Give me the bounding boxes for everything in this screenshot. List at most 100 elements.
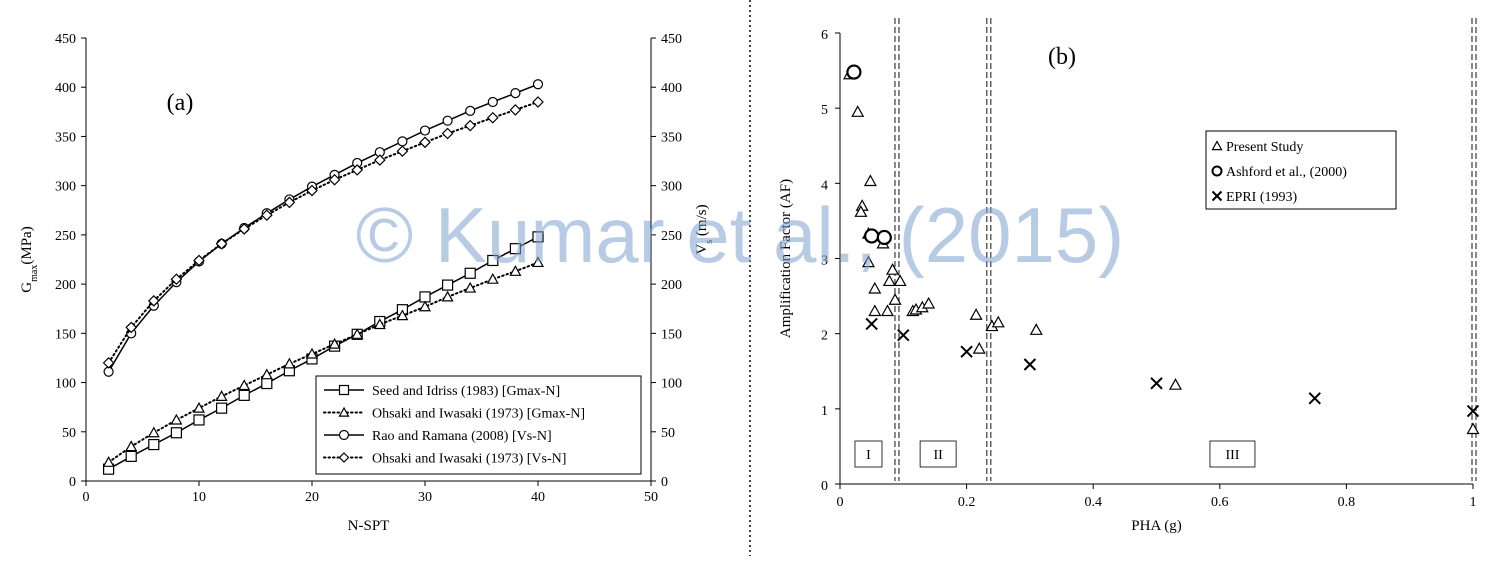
y-tick-label-right: 450 [661,32,682,47]
x-axis-label: PHA (g) [1131,518,1181,534]
x-tick-label: 10 [192,490,206,505]
x-tick-label: 0.6 [1211,495,1229,510]
data-point-series-2 [865,317,878,331]
y-axis-label-left-tail: (MPa) [19,226,35,264]
legend-marker [1211,165,1223,177]
y-tick-label: 4 [821,178,828,193]
data-point-series-3 [102,357,115,369]
y-axis-label-left: Gmax(MPa) [19,226,40,292]
data-point-series-1 [238,379,251,391]
data-point-series-3 [441,127,454,140]
data-point-series-2 [1023,358,1037,371]
y-tick-label-left: 100 [55,377,76,392]
data-point-series-0 [216,402,228,414]
legend-label: Ohsaki and Iwasaki (1973) [Gmax-N] [372,407,585,422]
data-point-series-1 [260,368,273,380]
data-point-series-3 [509,104,522,116]
x-tick-label: 40 [531,490,545,505]
x-axis-label: N-SPT [348,518,390,534]
data-point-series-1 [328,337,341,349]
zone-label: II [933,448,943,463]
data-point-series-0 [1029,323,1043,335]
y-tick-label-right: 350 [661,130,682,145]
data-point-series-3 [170,273,183,286]
data-point-series-3 [147,294,160,307]
data-point-series-1 [102,456,115,467]
legend-label: Seed and Idriss (1983) [Gmax-N] [372,384,560,399]
y-tick-label-left: 150 [55,327,76,342]
data-point-series-0 [868,304,882,317]
data-point-series-1 [441,290,454,302]
legend-marker [338,384,350,396]
data-point-series-1 [192,401,206,413]
y-tick-label: 2 [821,329,828,344]
y-tick-label-right: 150 [661,327,682,342]
x-tick-label: 0.4 [1084,495,1102,510]
data-point-series-0 [193,414,205,426]
data-point-series-1 [846,64,862,80]
data-point-series-0 [261,377,273,390]
data-point-series-2 [487,96,498,108]
data-point-series-1 [396,309,409,321]
data-point-series-0 [1168,378,1183,390]
legend-label: EPRI (1993) [1226,190,1298,205]
data-point-series-3 [328,173,341,186]
data-point-series-0 [854,205,868,217]
data-point-series-0 [868,281,882,294]
y-tick-label: 1 [821,404,828,419]
data-point-series-0 [972,341,986,354]
data-point-series-1 [418,300,432,312]
y-axis-label-left-sub: max [29,265,40,282]
data-point-series-2 [442,115,453,126]
y-tick-label-left: 300 [55,180,76,195]
data-point-series-2 [1150,377,1163,390]
y-tick-label: 5 [821,103,828,118]
panel-b: 0 1 2 3 4 5 6 0 0.2 0.4 0.6 0.8 1 PHA (g) Amplificatio… [778,18,1480,534]
data-point-series-1 [876,229,892,246]
y-tick-label: 6 [821,28,828,43]
data-point-series-3 [464,119,477,132]
data-point-series-1 [125,440,138,452]
x-tick-label: 0 [83,490,90,505]
data-point-series-2 [465,105,476,116]
data-point-series-1 [351,328,364,339]
panel-label-b: (b) [1048,44,1076,70]
legend-box [1205,130,1397,210]
legend-marker [1211,190,1223,202]
zone-label: III [1225,448,1239,463]
data-point-series-2 [419,125,431,136]
data-point-series-0 [1466,422,1480,435]
legend-label: Ashford et al., (2000) [1226,165,1347,180]
data-point-series-0 [893,274,907,287]
data-point-series-2 [1308,392,1321,405]
data-point-series-0 [125,450,137,462]
data-point-series-3 [193,254,205,267]
y-axis-label: Amplification Factor (AF) [778,179,794,338]
data-point-series-0 [861,255,876,268]
data-point-series-3 [396,145,409,158]
data-point-series-0 [148,438,160,451]
data-point-series-2 [397,136,408,147]
y-tick-label-right: 50 [661,426,675,441]
data-point-series-0 [487,254,499,267]
legend-marker [338,406,350,417]
y-tick-label-left: 400 [55,81,76,96]
y-tick-label-right: 300 [661,180,682,195]
x-tick-label: 1 [1470,495,1477,510]
data-point-series-3 [373,154,386,166]
x-tick-label: 0 [837,495,844,510]
y-tick-label-left: 200 [55,278,76,293]
data-point-series-3 [351,164,364,176]
data-point-series-0 [863,174,877,187]
legend-label: Ohsaki and Iwasaki (1973) [Vs-N] [372,452,566,467]
y-tick-label-right: 100 [661,377,682,392]
data-point-series-2 [1466,404,1480,418]
data-point-series-0 [238,389,250,401]
zone-label-box [919,440,957,468]
data-point-series-1 [373,318,386,330]
data-point-series-2 [510,88,521,99]
data-point-series-3 [532,96,544,108]
x-tick-label: 20 [305,490,319,505]
y-axis-label-right: Vs (m/s) [694,204,715,254]
